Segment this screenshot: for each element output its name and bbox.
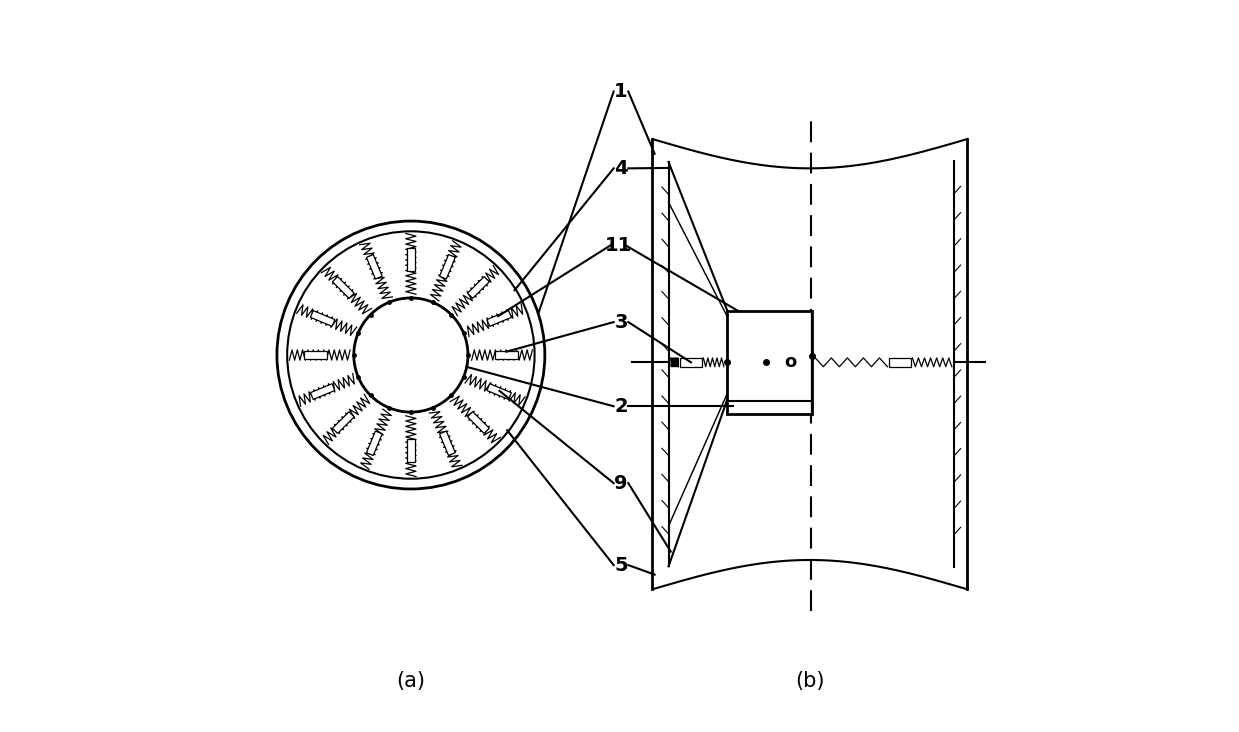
Polygon shape [332, 277, 354, 299]
Polygon shape [408, 247, 415, 272]
Text: 5: 5 [615, 556, 628, 575]
Polygon shape [440, 431, 455, 455]
Text: o: o [784, 354, 797, 371]
Circle shape [287, 232, 534, 478]
Bar [680, 358, 703, 367]
Bar [888, 358, 911, 367]
Bar [727, 311, 812, 414]
Text: 4: 4 [615, 159, 628, 178]
Polygon shape [304, 351, 327, 359]
Polygon shape [311, 310, 335, 326]
Polygon shape [487, 310, 512, 326]
Text: 11: 11 [605, 236, 632, 255]
Polygon shape [367, 255, 382, 279]
Polygon shape [487, 384, 512, 400]
Polygon shape [440, 255, 455, 279]
Text: 9: 9 [615, 474, 628, 493]
Text: (b): (b) [795, 671, 825, 691]
Polygon shape [467, 411, 489, 433]
Polygon shape [494, 351, 518, 359]
Polygon shape [332, 411, 354, 433]
Polygon shape [467, 277, 489, 299]
Text: 1: 1 [615, 82, 628, 101]
Polygon shape [311, 384, 335, 400]
Text: 2: 2 [615, 397, 628, 416]
Text: 3: 3 [615, 313, 628, 332]
Circle shape [354, 298, 468, 412]
Text: (a): (a) [396, 671, 425, 691]
Polygon shape [408, 438, 415, 463]
Polygon shape [367, 431, 382, 455]
